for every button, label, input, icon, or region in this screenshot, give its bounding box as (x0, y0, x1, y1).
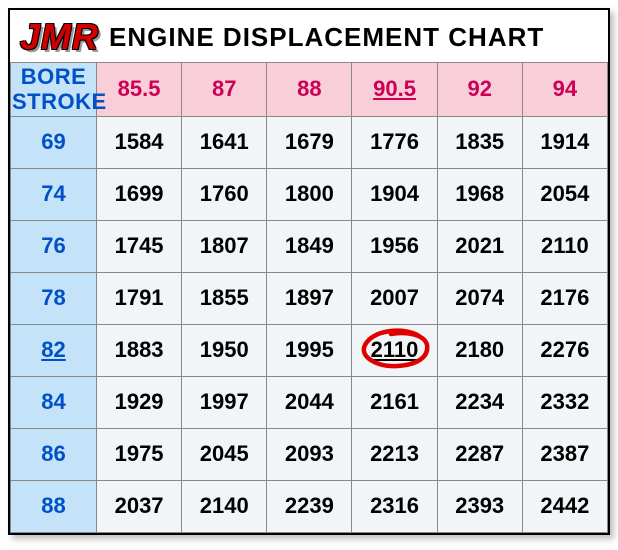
cell-r6-c3: 2213 (352, 428, 437, 480)
cell-r0-c5: 1914 (522, 116, 607, 168)
cell-r4-c1: 1950 (182, 324, 267, 376)
cell-r3-c5: 2176 (522, 272, 607, 324)
bore-col-5: 94 (522, 63, 607, 117)
cell-r4-c2: 1995 (267, 324, 352, 376)
stroke-row-2: 76 (11, 220, 97, 272)
cell-r1-c2: 1800 (267, 168, 352, 220)
cell-r6-c0: 1975 (97, 428, 182, 480)
cell-r0-c3: 1776 (352, 116, 437, 168)
cell-r1-c1: 1760 (182, 168, 267, 220)
cell-r3-c2: 1897 (267, 272, 352, 324)
cell-r5-c5: 2332 (522, 376, 607, 428)
cell-r0-c2: 1679 (267, 116, 352, 168)
stroke-row-3: 78 (11, 272, 97, 324)
jmr-logo: JMR (20, 16, 99, 58)
cell-r3-c4: 2074 (437, 272, 522, 324)
cell-r0-c4: 1835 (437, 116, 522, 168)
cell-r1-c4: 1968 (437, 168, 522, 220)
displacement-chart: JMR ENGINE DISPLACEMENT CHART BORE STROK… (8, 8, 610, 535)
cell-r6-c2: 2093 (267, 428, 352, 480)
cell-r7-c2: 2239 (267, 480, 352, 532)
cell-r3-c0: 1791 (97, 272, 182, 324)
cell-r1-c0: 1699 (97, 168, 182, 220)
cell-r7-c1: 2140 (182, 480, 267, 532)
stroke-row-5: 84 (11, 376, 97, 428)
cell-r6-c1: 2045 (182, 428, 267, 480)
corner-bore-label: BORE (21, 64, 87, 89)
cell-r7-c4: 2393 (437, 480, 522, 532)
cell-r5-c0: 1929 (97, 376, 182, 428)
cell-r7-c0: 2037 (97, 480, 182, 532)
chart-header: JMR ENGINE DISPLACEMENT CHART (10, 10, 608, 62)
cell-r2-c5: 2110 (522, 220, 607, 272)
bore-col-2: 88 (267, 63, 352, 117)
cell-r1-c5: 2054 (522, 168, 607, 220)
stroke-row-1: 74 (11, 168, 97, 220)
cell-r7-c5: 2442 (522, 480, 607, 532)
cell-r4-c0: 1883 (97, 324, 182, 376)
cell-r7-c3: 2316 (352, 480, 437, 532)
cell-r6-c4: 2287 (437, 428, 522, 480)
stroke-row-6: 86 (11, 428, 97, 480)
cell-r3-c3: 2007 (352, 272, 437, 324)
cell-r5-c2: 2044 (267, 376, 352, 428)
cell-r4-c4: 2180 (437, 324, 522, 376)
corner-stroke-label: STROKE (12, 89, 107, 114)
bore-col-3: 90.5 (352, 63, 437, 117)
cell-r1-c3: 1904 (352, 168, 437, 220)
cell-r0-c0: 1584 (97, 116, 182, 168)
stroke-row-7: 88 (11, 480, 97, 532)
cell-r3-c1: 1855 (182, 272, 267, 324)
cell-r2-c2: 1849 (267, 220, 352, 272)
cell-r5-c1: 1997 (182, 376, 267, 428)
chart-title-text: ENGINE DISPLACEMENT CHART (109, 22, 544, 53)
bore-col-4: 92 (437, 63, 522, 117)
cell-r5-c3: 2161 (352, 376, 437, 428)
bore-col-1: 87 (182, 63, 267, 117)
cell-r4-c5: 2276 (522, 324, 607, 376)
cell-r6-c5: 2387 (522, 428, 607, 480)
cell-r2-c1: 1807 (182, 220, 267, 272)
cell-r2-c4: 2021 (437, 220, 522, 272)
stroke-row-0: 69 (11, 116, 97, 168)
bore-col-0: 85.5 (97, 63, 182, 117)
cell-r4-c3: 2110 (352, 324, 437, 376)
cell-r2-c0: 1745 (97, 220, 182, 272)
cell-r5-c4: 2234 (437, 376, 522, 428)
stroke-row-4: 82 (11, 324, 97, 376)
cell-r2-c3: 1956 (352, 220, 437, 272)
displacement-table: BORE STROKE 85.5 87 88 90.5 92 94 691584… (10, 62, 608, 533)
cell-r0-c1: 1641 (182, 116, 267, 168)
corner-header: BORE STROKE (11, 63, 97, 117)
